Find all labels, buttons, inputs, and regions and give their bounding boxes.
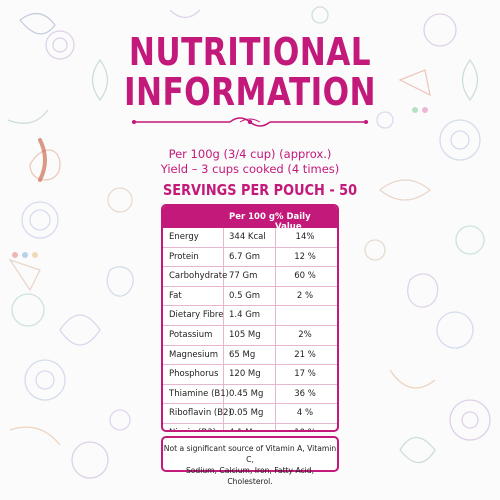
nutrient-amount: 120 Mg bbox=[229, 369, 261, 380]
page-title-line-2: INFORMATION bbox=[123, 70, 377, 114]
servings-per-pouch: SERVINGS PER POUCH - 50 bbox=[163, 181, 358, 199]
nutrient-amount: 4.1 Mg bbox=[229, 428, 258, 430]
table-row: Thiamine (B1) 0.45 Mg 36 % bbox=[163, 385, 337, 405]
table-row: Carbohydrate 77 Gm 60 % bbox=[163, 267, 337, 287]
nutrition-table: Per 100 g % Daily Value Energy 344 Kcal 14… bbox=[161, 204, 339, 432]
column-divider bbox=[223, 228, 224, 430]
ornamental-divider bbox=[132, 117, 368, 127]
nutrient-amount: 0.5 Gm bbox=[229, 290, 261, 301]
daily-value: 21 % bbox=[294, 349, 316, 360]
nutrient-amount: 6.7 Gm bbox=[229, 251, 261, 262]
daily-value: 60 % bbox=[294, 271, 316, 282]
nutrient-name: Protein bbox=[169, 251, 199, 262]
nutrient-name: Niacin (B3) bbox=[169, 428, 216, 430]
table-body: Energy 344 Kcal 14% Protein 6.7 Gm 12 % Carboh… bbox=[163, 228, 337, 430]
nutrient-amount: 0.45 Mg bbox=[229, 388, 264, 399]
daily-value: 17 % bbox=[294, 369, 316, 380]
page-title-line-1: NUTRITIONAL bbox=[128, 30, 372, 74]
nutrient-name: Magnesium bbox=[169, 349, 219, 360]
disclaimer-line-1: Not a significant source of Vitamin A, V… bbox=[163, 444, 337, 464]
table-row: Niacin (B3) 4.1 Mg 10 % bbox=[163, 424, 337, 430]
daily-value: 36 % bbox=[294, 388, 316, 399]
nutrient-name: Energy bbox=[169, 232, 199, 242]
yield-info: Yield – 3 cups cooked (4 times) bbox=[160, 162, 340, 176]
column-divider bbox=[275, 228, 276, 430]
nutrient-amount: 65 Mg bbox=[229, 349, 256, 360]
nutrient-amount: 344 Kcal bbox=[229, 232, 266, 242]
table-row: Fat 0.5 Gm 2 % bbox=[163, 287, 337, 307]
nutrient-name: Phosphorus bbox=[169, 369, 219, 380]
daily-value: 2 % bbox=[296, 290, 314, 301]
table-row: Phosphorus 120 Mg 17 % bbox=[163, 365, 337, 385]
disclaimer-line-2: Sodium, Calcium, Iron, Fatty Acid, Chole… bbox=[185, 466, 315, 486]
nutrient-amount: 105 Mg bbox=[229, 329, 261, 340]
table-row: Protein 6.7 Gm 12 % bbox=[163, 248, 337, 268]
table-row: Riboflavin (B2) 0.05 Mg 4 % bbox=[163, 404, 337, 424]
nutrient-name: Riboflavin (B2) bbox=[169, 408, 232, 419]
table-row: Magnesium 65 Mg 21 % bbox=[163, 346, 337, 366]
nutrient-amount: 1.4 Gm bbox=[229, 310, 261, 321]
serving-basis: Per 100g (3/4 cup) (approx.) bbox=[168, 147, 332, 161]
daily-value: 2% bbox=[298, 329, 312, 340]
nutrient-amount: 0.05 Mg bbox=[229, 408, 264, 419]
disclaimer-note: Not a significant source of Vitamin A, V… bbox=[161, 436, 339, 486]
daily-value: 14% bbox=[295, 232, 315, 242]
nutrient-amount: 77 Gm bbox=[229, 271, 258, 282]
table-header: Per 100 g % Daily Value bbox=[163, 206, 337, 232]
daily-value: 12 % bbox=[294, 251, 316, 262]
nutrient-name: Fat bbox=[169, 290, 182, 301]
table-row: Energy 344 Kcal 14% bbox=[163, 228, 337, 248]
table-row: Potassium 105 Mg 2% bbox=[163, 326, 337, 346]
daily-value: 4 % bbox=[296, 408, 314, 419]
nutrient-name: Thiamine (B1) bbox=[169, 388, 229, 399]
nutrient-name: Dietary Fibre bbox=[169, 310, 224, 321]
nutrient-name: Carbohydrate bbox=[169, 271, 228, 282]
header-per-100g: Per 100 g bbox=[229, 212, 275, 222]
table-row: Dietary Fibre 1.4 Gm bbox=[163, 306, 337, 326]
daily-value: 10 % bbox=[281, 428, 329, 430]
header-daily-value: % Daily Value bbox=[275, 212, 311, 232]
nutrient-name: Potassium bbox=[169, 329, 213, 340]
